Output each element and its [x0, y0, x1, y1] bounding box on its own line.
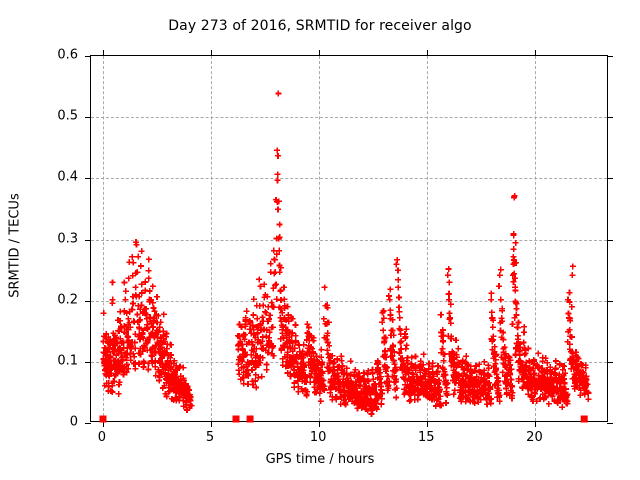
y-tick-label: 0: [69, 414, 78, 430]
y-tick-label: 0.5: [57, 108, 78, 124]
y-gridline: [91, 361, 607, 363]
x-tick-label: 15: [418, 430, 435, 445]
y-tick: [85, 300, 91, 302]
y-tick-label: 0.2: [57, 292, 78, 308]
y-tick-right: [607, 361, 613, 363]
y-tick-right: [607, 56, 613, 57]
x-tick-top: [102, 50, 104, 56]
x-tick-top: [427, 50, 429, 56]
x-gridline: [319, 56, 321, 421]
x-gridline: [102, 56, 104, 421]
y-tick: [85, 239, 91, 241]
y-gridline: [91, 178, 607, 180]
y-tick: [85, 178, 91, 180]
y-tick-right: [607, 239, 613, 241]
x-tick-label: 5: [205, 430, 215, 445]
x-tick: [535, 421, 537, 427]
y-tick-right: [607, 300, 613, 302]
y-tick: [85, 117, 91, 119]
x-tick-top: [211, 50, 213, 56]
y-tick-label: 0.1: [57, 353, 78, 369]
y-tick-right: [607, 178, 613, 180]
x-tick-label: 0: [97, 430, 107, 445]
y-tick-label: 0.4: [57, 169, 78, 185]
plot-area: [85, 50, 613, 427]
y-tick-right: [607, 423, 613, 424]
x-tick: [102, 421, 104, 427]
y-gridline: [91, 239, 607, 241]
x-tick-top: [535, 50, 537, 56]
x-tick-label: 10: [309, 430, 327, 445]
x-tick: [211, 421, 213, 427]
y-tick-label: 0.6: [57, 47, 78, 63]
x-tick: [427, 421, 429, 427]
y-tick: [85, 56, 91, 57]
x-axis-title: GPS time / hours: [265, 452, 375, 467]
chart-title: Day 273 of 2016, SRMTID for receiver alg…: [168, 18, 472, 34]
x-gridline: [535, 56, 537, 421]
y-tick: [85, 361, 91, 363]
y-tick-right: [607, 117, 613, 119]
x-tick-top: [319, 50, 321, 56]
y-tick-label: 0.3: [57, 231, 78, 246]
x-tick: [319, 421, 321, 427]
y-tick: [85, 423, 91, 424]
x-gridline: [427, 56, 429, 421]
x-tick-label: 20: [526, 430, 543, 445]
y-gridline: [91, 117, 607, 119]
x-gridline: [211, 56, 213, 421]
y-gridline: [91, 300, 607, 302]
